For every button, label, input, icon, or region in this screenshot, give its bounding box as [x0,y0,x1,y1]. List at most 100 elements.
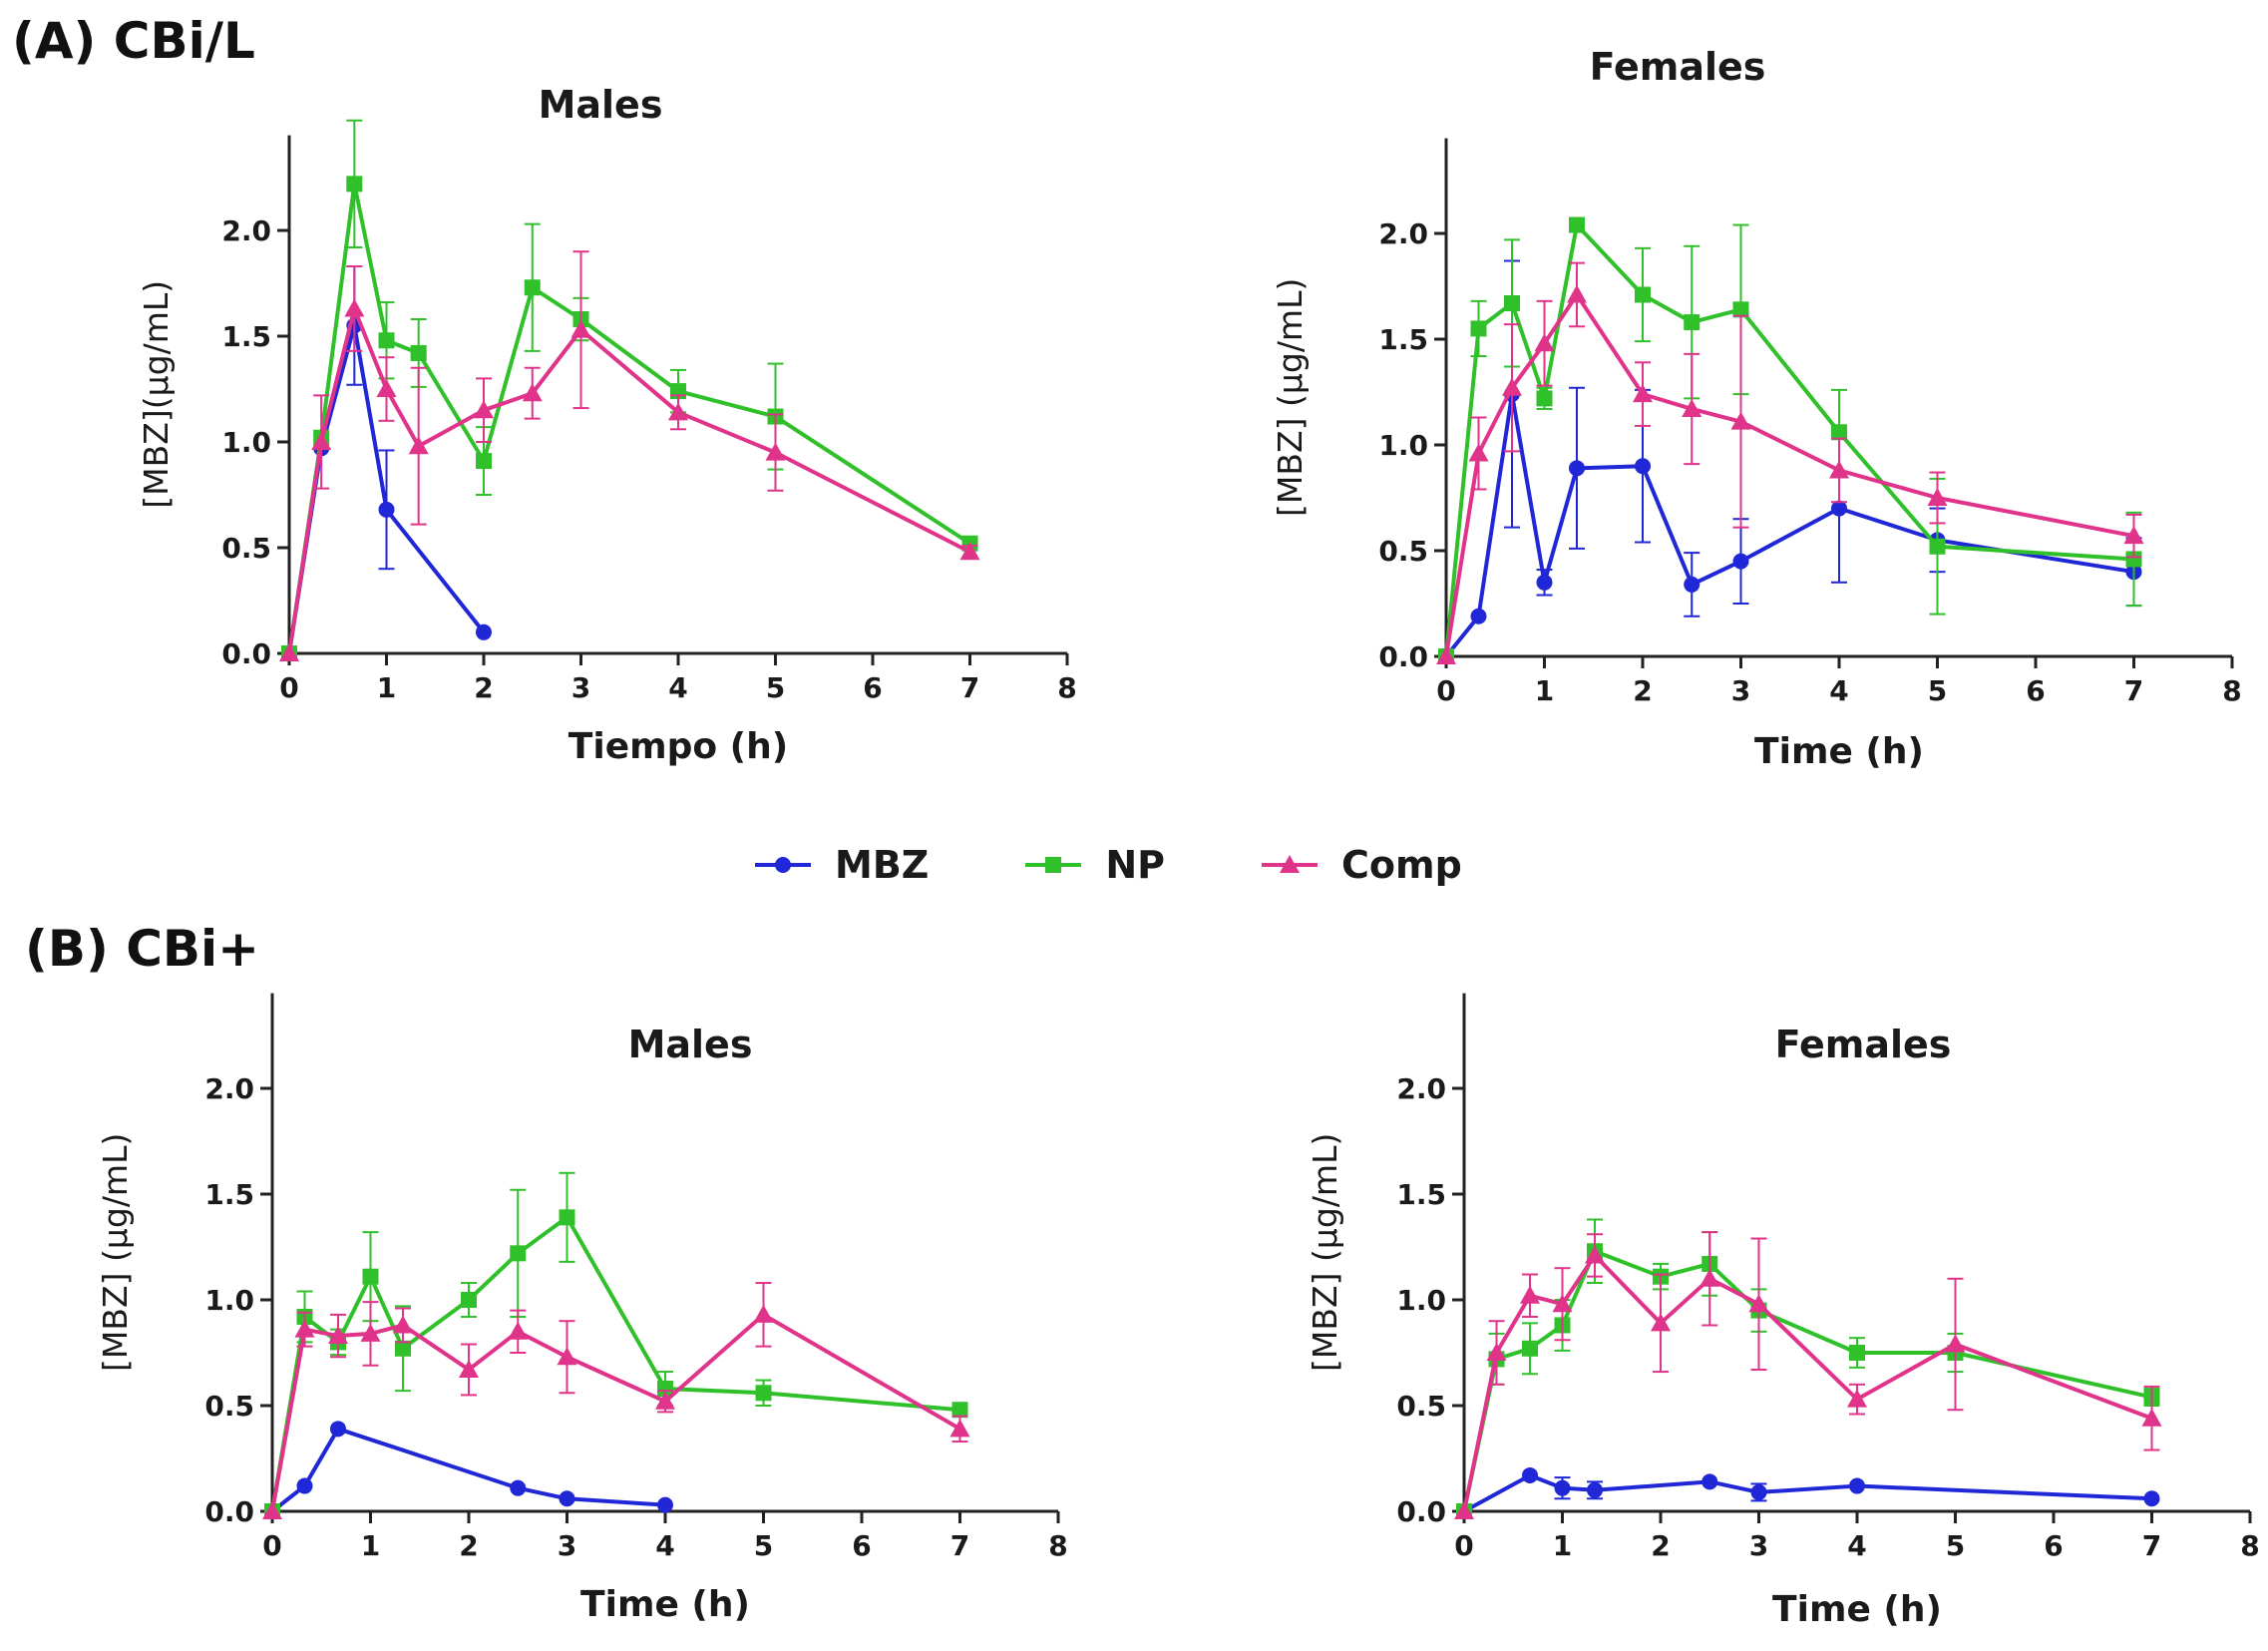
y-tick-label: 0.5 [204,1390,254,1423]
data-point [1534,333,1555,352]
data-point [408,436,429,455]
data-point [1700,1268,1720,1287]
legend-item-comp: Comp [1260,843,1462,887]
data-point [1701,1473,1718,1490]
series-np [1456,1218,2160,1519]
x-tick-label: 4 [1847,1529,1866,1562]
series-mbz [264,1421,673,1519]
data-point [508,1321,529,1340]
data-point [393,1315,414,1334]
data-point [753,1304,774,1323]
x-tick-label: 1 [1553,1529,1572,1562]
series-comp [1454,1231,2162,1519]
data-point [1732,553,1749,570]
data-point [1849,1477,1865,1494]
y-tick-label: 2.0 [221,214,271,247]
data-point [294,1319,315,1338]
data-point [1569,460,1586,477]
x-tick-label: 7 [2142,1529,2161,1562]
series-comp [1436,261,2144,664]
data-point [1503,294,1520,311]
data-point [1684,314,1701,331]
data-point [1554,1479,1571,1496]
data-point [327,1326,348,1345]
x-tick-label: 4 [668,671,687,704]
legend-label-np: NP [1105,843,1165,887]
y-tick-label: 1.5 [204,1178,254,1211]
data-point [1849,1345,1865,1361]
y-tick-label: 1.0 [1396,1284,1446,1317]
legend-label-mbz: MBZ [835,843,930,887]
chart-panel-b-males: 0 1 2 3 4 5 6 7 8 0.0 0.5 1.0 1.5 2.0 Males Time (h) [MB… [96,993,1068,1625]
x-tick-label: 8 [2222,674,2241,707]
x-tick-label: 2 [459,1529,478,1562]
y-tick-label: 1.0 [221,426,271,459]
x-tick-label: 6 [2044,1529,2063,1562]
y-axis-label: [MBZ] (µg/mL) [1306,1133,1344,1372]
y-axis-label: [MBZ] (µg/mL) [96,1133,135,1372]
series-line [270,1312,961,1512]
data-point [1486,1343,1507,1361]
data-point [1552,1294,1573,1313]
data-point [1569,216,1586,233]
data-point [2125,551,2142,568]
data-point [951,1402,968,1419]
data-point [755,1385,772,1402]
data-point [346,176,363,193]
section-b-label: (B) CBi+ [25,920,260,978]
series-line [1444,222,2134,657]
panel-title: Females [1775,1023,1952,1066]
data-point [1633,384,1653,403]
x-tick-label: 6 [863,671,882,704]
y-tick-label: 1.5 [221,320,271,353]
data-point [461,1292,477,1308]
data-point [1945,1334,1966,1353]
y-tick-label: 0.0 [221,637,271,670]
data-point [959,542,980,561]
data-point [1470,320,1487,337]
data-point [1635,286,1651,303]
data-point [410,344,427,361]
data-point [459,1359,479,1378]
data-point [1682,398,1702,417]
data-point [1536,390,1553,407]
series-comp [279,250,980,661]
x-tick-label: 2 [1633,674,1652,707]
series-line [287,306,971,654]
x-tick-label: 2 [1651,1529,1670,1562]
x-tick-label: 0 [262,1529,281,1562]
series-line [270,1215,960,1512]
y-tick-label: 1.0 [1378,429,1428,462]
x-tick-label: 5 [1946,1529,1965,1562]
data-point [1501,377,1522,396]
series-line [270,1427,666,1513]
data-point [2143,1490,2160,1507]
x-tick-label: 4 [1829,674,1848,707]
data-point [510,1245,527,1262]
data-point [1536,574,1553,591]
data-point [1730,411,1751,430]
data-point [1684,576,1701,593]
panel-title: Males [539,83,663,127]
panel-title: Females [1590,45,1766,89]
data-point [395,1340,412,1357]
data-point [476,453,492,470]
data-point [378,501,395,518]
data-point [1567,284,1588,303]
x-tick-label: 7 [960,671,979,704]
data-point [559,1209,575,1226]
series-line [1462,1253,2153,1512]
data-point [476,623,492,640]
x-tick-label: 8 [1057,671,1076,704]
series-line [1444,392,2134,658]
x-tick-label: 4 [655,1529,674,1562]
data-point [311,432,332,450]
data-point [378,332,395,349]
y-tick-label: 0.5 [1396,1390,1446,1423]
data-point [1748,1294,1769,1313]
data-point [296,1477,313,1494]
data-point [570,319,591,338]
x-tick-label: 5 [766,671,785,704]
data-point [1468,443,1489,462]
